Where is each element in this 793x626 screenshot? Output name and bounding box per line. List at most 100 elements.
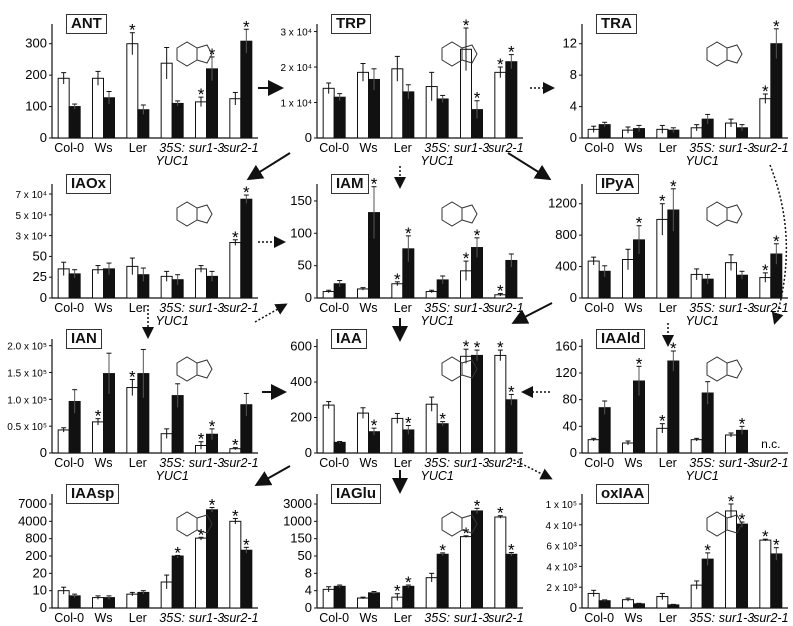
- bar: [770, 553, 783, 609]
- bar: [368, 592, 380, 609]
- panel-iaox: 0 25 50 3 x 10⁴ 5 x 10⁴ 7 x 10⁴ Col-0 Ws Ler 35S:…: [0, 160, 264, 328]
- bar: [598, 407, 611, 454]
- significance-star: *: [232, 436, 239, 455]
- significance-star: *: [497, 338, 504, 357]
- bar: [171, 102, 184, 139]
- x-category-sublabel: YUC1: [420, 314, 453, 328]
- chemical-structure-icon: [441, 511, 478, 537]
- significance-star: *: [463, 524, 470, 543]
- panel-tra: 0 4 8 12 Col-0 Ws Ler 35S: YUC1 sur1-3 sur2-1 * * TRA: [530, 0, 793, 168]
- significance-star: *: [762, 82, 769, 101]
- chemical-structure-icon: [441, 41, 478, 67]
- significance-star: *: [474, 226, 481, 245]
- y-tick-label: 6 x 10³: [546, 542, 577, 553]
- significance-star: *: [508, 382, 515, 401]
- x-category-label: Col-0: [584, 301, 614, 315]
- significance-star: *: [497, 504, 504, 523]
- y-tick-label: 100: [25, 99, 47, 114]
- significance-star: *: [508, 43, 515, 62]
- y-tick-label: 0: [570, 600, 577, 615]
- significance-star: *: [232, 228, 239, 247]
- bar: [57, 77, 70, 139]
- panel-title: oxIAA: [596, 484, 650, 504]
- x-category-label: Ler: [659, 301, 677, 315]
- chemical-structure-icon: [706, 41, 743, 67]
- bar-chart-ian: 0 0.5 x 10⁵ 1.0 x 10⁵ 1.5 x 10⁵ 2.0 x 10⁵ Col…: [7, 339, 259, 483]
- y-tick-label: 120: [555, 365, 577, 380]
- x-category-label: Col-0: [54, 141, 84, 155]
- x-category-label: sur1-3: [189, 141, 224, 155]
- panel-ant: 0 100 200 300 Col-0 Ws Ler * 35S: YUC1 sur1-3 * * sur…: [0, 0, 264, 168]
- significance-star: *: [463, 16, 470, 35]
- significance-star: *: [497, 55, 504, 74]
- x-category-label: sur1-3: [189, 611, 224, 625]
- y-tick-label: 1 x 10⁴: [280, 99, 312, 110]
- x-category-label: 35S:: [424, 611, 450, 625]
- x-category-label: 35S:: [689, 456, 715, 470]
- bar: [505, 61, 518, 139]
- significance-star: *: [659, 192, 666, 211]
- panel-trp: 0 1 x 10⁴ 2 x 10⁴ 3 x 10⁴ Col-0 Ws Ler 35S: YUC1…: [265, 0, 529, 168]
- y-tick-label: 0: [40, 445, 47, 460]
- significance-star: *: [394, 582, 401, 601]
- y-tick-label: 2 x 10⁴: [280, 63, 312, 74]
- y-tick-label: 200: [25, 67, 47, 82]
- x-category-label: Ws: [624, 456, 642, 470]
- significance-star: *: [670, 339, 677, 358]
- y-tick-label: 300: [25, 36, 47, 51]
- y-tick-label: 3000: [283, 496, 312, 511]
- x-category-label: Ws: [359, 456, 377, 470]
- y-tick-label: 2.0 x 10⁵: [7, 342, 47, 353]
- bar: [587, 260, 600, 299]
- significance-star: *: [243, 535, 250, 554]
- bar-chart-oxiaa: 0 2 x 10³ 4 x 10³ 6 x 10³ 4 x 10⁴ 1 x 10⁵ Col-…: [545, 492, 788, 626]
- y-tick-label: 8: [305, 565, 312, 580]
- bar: [92, 269, 104, 299]
- significance-star: *: [474, 338, 481, 357]
- x-category-label: 35S:: [424, 301, 450, 315]
- bar: [725, 434, 737, 454]
- x-category-sublabel: YUC1: [420, 469, 453, 483]
- bar: [195, 101, 207, 139]
- y-tick-label: 12: [563, 36, 577, 51]
- x-category-label: Ler: [394, 456, 412, 470]
- x-category-label: Ler: [129, 301, 147, 315]
- significance-star: *: [463, 337, 470, 356]
- significance-star: *: [670, 177, 677, 196]
- y-tick-label: 10: [33, 583, 47, 598]
- significance-star: *: [773, 536, 780, 555]
- bar: [68, 106, 81, 139]
- panel-title: IPyA: [596, 174, 640, 194]
- y-tick-label: 20: [33, 565, 47, 580]
- x-category-label: Col-0: [319, 456, 349, 470]
- panel-title: IAAsp: [66, 484, 120, 504]
- x-category-sublabel: YUC1: [420, 154, 453, 168]
- y-tick-label: 4: [570, 99, 577, 114]
- bar: [137, 591, 150, 609]
- bar: [240, 549, 253, 609]
- chemical-structure-icon: [706, 201, 743, 227]
- significance-star: *: [463, 249, 470, 268]
- bar-chart-iaglu: 0485015010003000Col-0WsLer**35S:YUC1*sur…: [283, 494, 524, 626]
- x-category-label: sur1-3: [189, 456, 224, 470]
- panel-iaald: 0 40 80 120 160 Col-0 Ws * Ler * * 35S: YUC1 sur1-3 * s…: [530, 315, 793, 483]
- x-category-label: 35S:: [159, 301, 185, 315]
- bar: [195, 268, 207, 299]
- y-tick-label: 80: [563, 392, 577, 407]
- y-tick-label: 100: [290, 225, 312, 240]
- significance-star: *: [232, 506, 239, 525]
- bar: [598, 600, 611, 609]
- significance-star: *: [704, 541, 711, 560]
- y-tick-label: 800: [555, 227, 577, 242]
- x-category-label: sur2-1: [488, 301, 523, 315]
- bar: [57, 429, 70, 454]
- significance-star: *: [243, 17, 250, 36]
- bar: [391, 417, 404, 454]
- chemical-structure-icon: [441, 356, 478, 382]
- x-category-sublabel: YUC1: [155, 314, 188, 328]
- x-category-label: Ler: [129, 456, 147, 470]
- bar: [494, 354, 507, 454]
- y-tick-label: 200: [25, 548, 47, 563]
